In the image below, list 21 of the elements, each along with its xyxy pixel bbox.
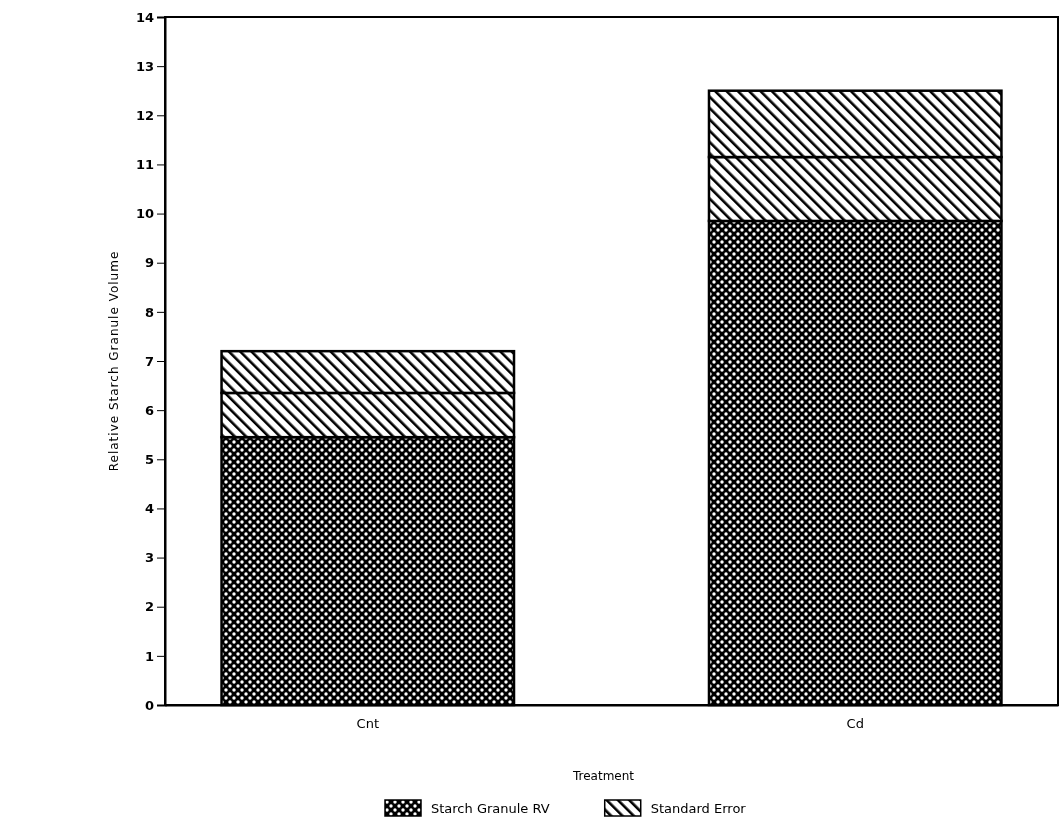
- y-tick-label: 8: [144, 304, 154, 320]
- y-tick-label: 0: [144, 697, 154, 713]
- x-axis-title: Treatment: [571, 769, 635, 783]
- x-tick-label: Cnt: [356, 716, 379, 732]
- y-tick-label: 7: [144, 353, 154, 369]
- legend-label: Starch Granule RV: [431, 801, 550, 816]
- legend-label: Standard Error: [650, 801, 747, 816]
- y-tick-label: 13: [135, 58, 154, 74]
- y-tick-label: 3: [144, 550, 154, 566]
- x-tick-label: Cd: [846, 716, 864, 732]
- y-tick-label: 4: [144, 501, 154, 517]
- y-tick-label: 9: [144, 255, 154, 271]
- y-axis-title: Relative Starch Granule Volume: [107, 250, 121, 472]
- y-tick-label: 14: [135, 9, 154, 25]
- y-tick-label: 1: [144, 648, 154, 664]
- y-tick-label: 10: [135, 206, 154, 222]
- y-tick-label: 11: [135, 157, 154, 173]
- y-tick-label: 5: [144, 451, 154, 467]
- y-tick-label: 12: [135, 107, 154, 123]
- y-tick-label: 2: [144, 599, 154, 615]
- y-tick-label: 6: [144, 402, 154, 418]
